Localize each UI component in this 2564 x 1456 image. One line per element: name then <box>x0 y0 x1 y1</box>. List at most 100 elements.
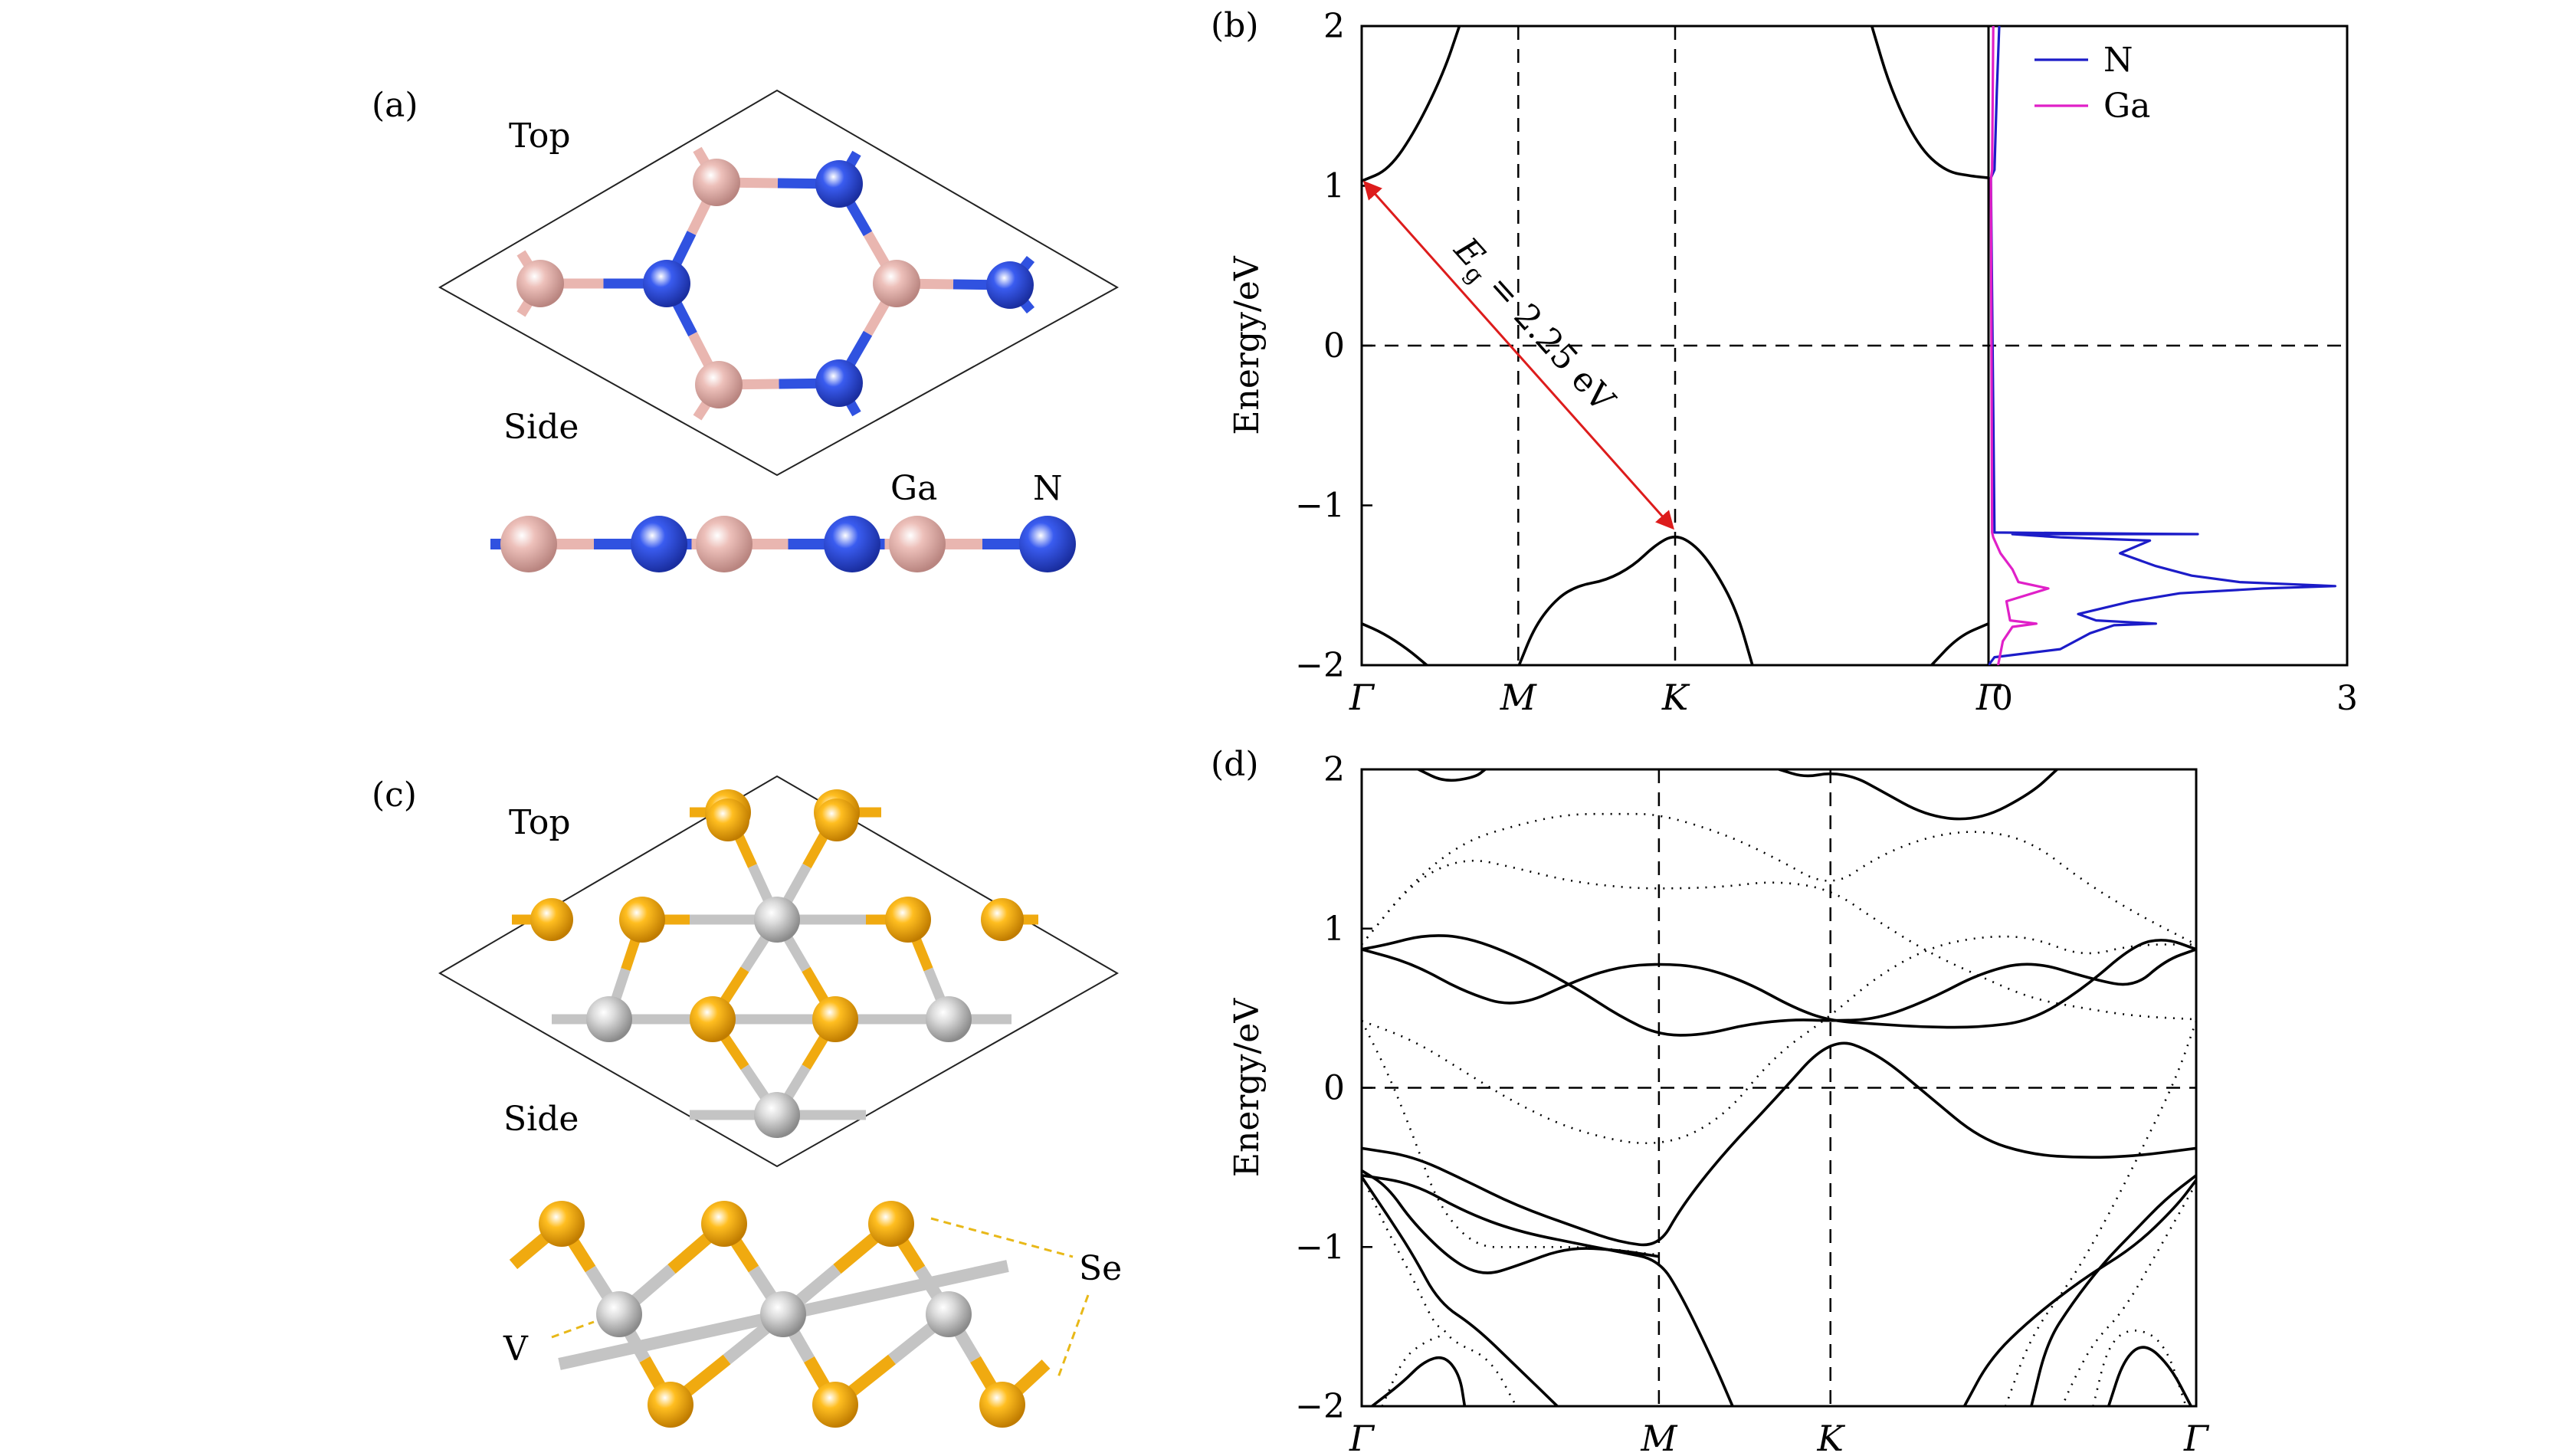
band-line-dotted <box>1362 935 2196 1144</box>
y-tick-label: −1 <box>1295 1228 1345 1267</box>
n-atom <box>631 516 687 572</box>
se-atom <box>815 799 858 841</box>
kpoint-label: Γ <box>1349 1418 1375 1456</box>
y-tick-label: 0 <box>1323 326 1345 366</box>
v-atom <box>926 1291 972 1337</box>
y-tick-label: 1 <box>1323 910 1345 949</box>
band-line <box>1362 1176 1559 1406</box>
band-line <box>1362 1174 1734 1406</box>
n-atom <box>986 261 1034 309</box>
y-tick-label: 0 <box>1323 1069 1345 1108</box>
panel-a-ga-label: Ga <box>890 469 937 508</box>
bands-group <box>1362 769 2196 1406</box>
legend-label-ga: Ga <box>2103 87 2150 126</box>
panel-a-structure: (a) Top Side Ga N <box>372 86 1120 572</box>
se-atom <box>707 799 749 841</box>
v-atom <box>760 1291 806 1337</box>
panel-c-top-label: Top <box>509 803 571 842</box>
band-line <box>1362 934 2196 1037</box>
band-line <box>1362 939 2196 1029</box>
band-line <box>1371 1356 1467 1406</box>
y-axis-label: Energy/eV <box>1228 998 1267 1177</box>
se-atom <box>690 996 736 1042</box>
n-atom <box>1019 516 1076 572</box>
panel-c-top-view <box>512 789 1038 1138</box>
kpoint-label: K <box>1661 677 1690 718</box>
panel-c-v-label: V <box>503 1330 529 1369</box>
band-line-dotted <box>1362 812 2196 946</box>
ga-atom <box>889 516 946 572</box>
band-line <box>2030 1174 2196 1406</box>
panel-a-unit-cell <box>438 89 1120 477</box>
band-line-dotted <box>2092 1330 2187 1406</box>
panel-a-top-view <box>516 146 1035 421</box>
band-gap-label: Eg = 2.25 eV <box>1442 230 1623 424</box>
band-line <box>1930 622 1989 665</box>
y-tick-label: −1 <box>1295 487 1345 526</box>
y-tick-label: 2 <box>1323 750 1345 789</box>
se-atom <box>885 897 931 943</box>
ga-atom <box>873 260 920 307</box>
panel-c-se-label: Se <box>1079 1249 1122 1288</box>
panel-c-tag: (c) <box>372 776 417 815</box>
se-atom <box>812 1382 858 1428</box>
band-line-dotted <box>2061 1182 2196 1406</box>
panel-a-side-view <box>490 516 1076 572</box>
band-line <box>1362 26 1461 182</box>
legend-label-n: N <box>2103 41 2133 80</box>
v-atom <box>596 1291 642 1337</box>
v-atom <box>754 1092 800 1138</box>
n-atom <box>815 160 863 208</box>
panel-a-top-label: Top <box>509 116 571 156</box>
panel-d-chart: (d) −2 −1 0 1 2 Energy/eV Γ M K Γ <box>1211 745 2210 1456</box>
y-tick-label: −2 <box>1295 1387 1345 1426</box>
band-line <box>1517 535 1754 665</box>
se-atom <box>530 898 573 941</box>
band-line <box>1778 769 2058 821</box>
se-atom <box>539 1201 585 1247</box>
ga-atom <box>695 361 743 408</box>
se-atom <box>648 1382 693 1428</box>
panel-b-tag: (b) <box>1211 6 1259 45</box>
ga-atom <box>500 516 557 572</box>
band-line-dotted <box>2005 1020 2196 1406</box>
y-axis-label: Energy/eV <box>1228 255 1267 435</box>
band-line <box>1418 769 1487 782</box>
band-line <box>1962 1179 2196 1406</box>
dos-curve-n <box>1989 26 2336 665</box>
panel-a-side-label: Side <box>503 408 579 447</box>
panel-a-n-label: N <box>1033 469 1063 508</box>
dos-x-tick-label: 0 <box>1992 679 2013 718</box>
band-line <box>1870 26 1989 179</box>
ga-atom <box>516 260 564 307</box>
panel-a-tag: (a) <box>372 86 418 125</box>
kpoint-label: M <box>1500 677 1538 718</box>
ga-atom <box>696 516 752 572</box>
panel-c-structure: (c) Top Side Se V <box>372 775 1122 1428</box>
band-line-dotted <box>1362 859 2196 1021</box>
y-tick-label: 1 <box>1323 167 1345 206</box>
se-atom <box>812 996 858 1042</box>
se-atom <box>979 1382 1025 1428</box>
panel-c-side-label: Side <box>503 1100 579 1139</box>
panel-d-plot: −2 −1 0 1 2 Energy/eV Γ M K Γ <box>1228 750 2210 1456</box>
v-atom <box>926 996 972 1042</box>
n-atom <box>815 359 863 407</box>
se-atom <box>619 897 665 943</box>
y-tick-label: −2 <box>1295 646 1345 685</box>
n-atom <box>824 516 880 572</box>
dos-x-tick-label: 3 <box>2336 679 2358 718</box>
kpoint-label: M <box>1640 1418 1678 1456</box>
y-tick-label: 2 <box>1323 7 1345 46</box>
kpoint-label: Γ <box>1349 677 1375 718</box>
n-atom <box>643 260 690 307</box>
kpoint-label: Γ <box>1975 677 2002 718</box>
band-line <box>1362 1169 1660 1274</box>
panel-d-tag: (d) <box>1211 745 1259 784</box>
dos-frame <box>1987 25 2349 667</box>
kpoint-label: K <box>1817 1418 1846 1456</box>
kpoint-label: Γ <box>2183 1418 2210 1456</box>
band-line <box>1362 622 1428 665</box>
